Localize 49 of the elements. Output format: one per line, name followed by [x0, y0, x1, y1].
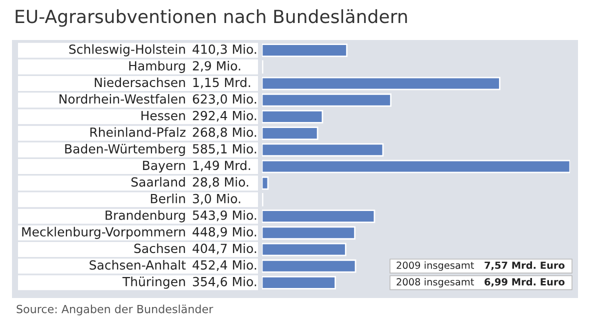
data-label: 448,9 Mio.: [192, 226, 256, 238]
bar: [262, 259, 356, 273]
bar: [262, 93, 392, 107]
bar: [262, 143, 384, 157]
y-tick-label: Niedersachsen: [94, 77, 185, 88]
source-note: Source: Angaben der Bundesländer: [16, 304, 214, 316]
y-tick-label: Schleswig-Holstein: [69, 44, 185, 56]
annotation: 6,99 Mrd. Euro: [484, 278, 564, 287]
data-label: 3,0 Mio.: [192, 194, 240, 205]
y-tick-label: Rheinland-Pfalz: [90, 127, 186, 137]
data-label: 410,3 Mio.: [192, 44, 256, 56]
y-tick-label: Sachsen-Anhalt: [90, 260, 186, 270]
data-label: 28,8 Mio.: [192, 177, 248, 188]
text: 1,49 Mrd.: [193, 160, 250, 172]
y-tick-label: Baden-Würtemberg: [65, 144, 185, 156]
y-tick-label: Brandenburg: [106, 210, 185, 222]
bar: [262, 276, 336, 290]
y-tick-label: Hamburg: [129, 60, 185, 73]
data-label: 543,9 Mio.: [192, 210, 256, 222]
data-label: 292,4 Mio.: [192, 110, 256, 122]
bar: [262, 210, 376, 223]
bar: [262, 126, 318, 140]
bar: [262, 44, 348, 57]
text: 1,15 Mrd.: [193, 77, 250, 88]
data-label: 268,8 Mio.: [192, 127, 256, 138]
y-tick-label: Hessen: [142, 111, 185, 120]
annotation: 2009 insgesamt: [396, 261, 474, 271]
data-label: 404,7 Mio.: [192, 243, 256, 254]
chart-title: EU-Agrarsubventionen nach Bundesländern: [16, 9, 407, 27]
y-tick-label: Bayern: [143, 160, 185, 173]
y-tick-label: Berlin: [150, 194, 185, 204]
data-label: 452,4 Mio.: [192, 260, 256, 271]
bar: [262, 160, 570, 174]
bar: [262, 226, 356, 240]
bar: [262, 76, 500, 90]
y-tick-label: Saarland: [131, 177, 185, 187]
data-label: 354,6 Mio.: [192, 276, 256, 288]
bar: [262, 110, 324, 124]
data-label: 585,1 Mio.: [192, 144, 256, 155]
data-label: 623,0 Mio.: [192, 94, 256, 105]
y-tick-label: Mecklenburg-Vorpommern: [22, 226, 185, 239]
y-tick-label: Sachsen: [134, 243, 185, 254]
bar: [262, 176, 269, 190]
annotation: 2008 insgesamt: [396, 278, 474, 288]
data-label: 2,9 Mio.: [192, 60, 240, 72]
y-tick-label: Nordrhein-Westfalen: [60, 94, 185, 104]
annotation: 7,57 Mrd. Euro: [484, 261, 564, 270]
bar: [262, 242, 346, 256]
y-tick-label: Thüringen: [122, 276, 185, 289]
